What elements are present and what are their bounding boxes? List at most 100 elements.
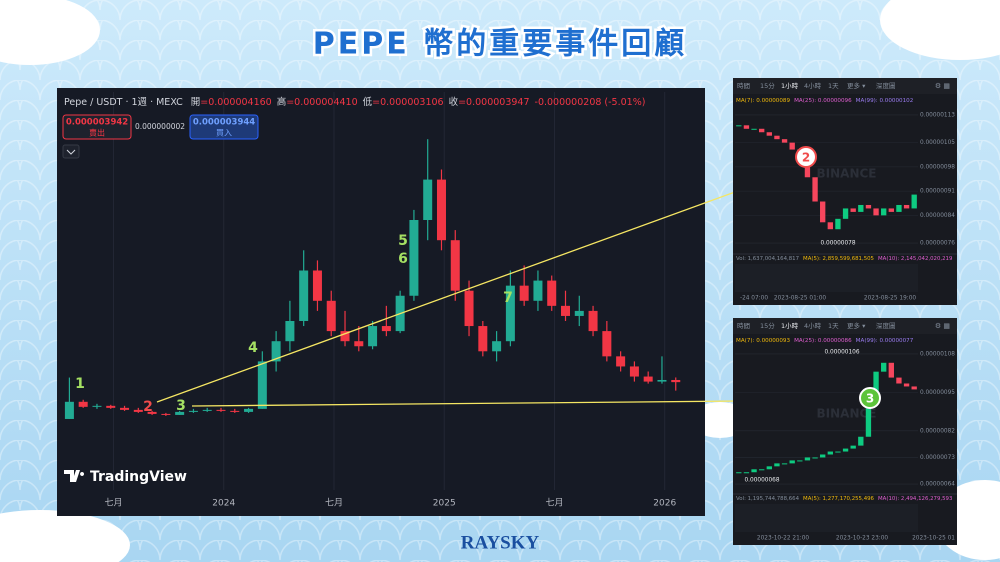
candle-body <box>368 326 378 347</box>
inset-toolbar <box>733 318 957 334</box>
candle-body <box>896 204 902 212</box>
ma-value: MA(25): 0.00000086 <box>794 338 852 344</box>
event-label: 1 <box>75 376 85 392</box>
candle-body <box>492 341 502 352</box>
collapse-icon <box>66 149 76 155</box>
ohlc-label: 低 <box>363 96 373 108</box>
candle-body <box>106 405 116 408</box>
event-label: 7 <box>503 290 513 306</box>
price-label: 0.00000084 <box>920 213 955 219</box>
candle-body <box>759 128 765 133</box>
candle-body <box>326 300 336 332</box>
candle-body <box>835 218 841 230</box>
candle-body <box>478 326 488 352</box>
event-arrow <box>156 171 791 403</box>
candle-body <box>602 331 612 357</box>
toolbar-item: 時間 <box>737 82 750 90</box>
candle-body <box>736 472 742 474</box>
candle-body <box>850 445 856 449</box>
candle-body <box>257 361 267 409</box>
candle-body <box>774 135 780 140</box>
candle-body <box>774 463 780 467</box>
candle-body <box>804 457 811 461</box>
price-marker: 0.00000068 <box>744 478 779 484</box>
time-label: 2023-10-22 21:00 <box>757 536 810 542</box>
toolbar-item: 深度圖 <box>876 81 896 90</box>
candle-body <box>588 310 598 332</box>
candle-body <box>216 409 226 411</box>
toolbar-item: 4小時 <box>804 321 822 330</box>
candle-body <box>409 220 419 296</box>
candle-body <box>381 326 391 332</box>
candle-body <box>743 125 750 129</box>
candle-body <box>827 222 833 230</box>
candle-body <box>299 270 309 321</box>
toolbar-item: 更多 ▾ <box>847 321 866 330</box>
candle-body <box>657 379 667 382</box>
ohlc-label: 開 <box>191 97 201 108</box>
candle-body <box>797 460 803 462</box>
candle-body <box>519 285 529 301</box>
candle-body <box>505 285 515 342</box>
x-tick-label: 七月 <box>104 498 122 509</box>
ma-value: MA(7): 0.00000093 <box>736 338 790 344</box>
toolbar-item: 1小時 <box>781 81 799 90</box>
x-tick-label: 七月 <box>545 498 563 509</box>
candle-body <box>888 208 894 212</box>
event-label: 5 <box>398 233 408 249</box>
toolbar-item: 1小時 <box>781 321 799 330</box>
candle-body <box>285 321 295 342</box>
candle-body <box>873 208 879 216</box>
time-label: 2023-10-23 23:00 <box>836 536 889 542</box>
ohlc-label: 收 <box>449 96 459 108</box>
x-tick-label: 七月 <box>325 498 343 509</box>
price-label: 0.00000064 <box>920 482 955 488</box>
price-marker: 0.00000106 <box>824 350 859 356</box>
event-label: 2 <box>143 399 153 415</box>
time-label: 2023-08-25 01:00 <box>774 296 827 302</box>
candle-body <box>781 139 788 143</box>
candle-body <box>340 331 350 342</box>
buy-label: 買入 <box>216 129 232 138</box>
volume-ma: MA(5): 1,277,170,255,496 <box>803 496 875 502</box>
candle-body <box>903 204 910 209</box>
price-marker: 0.00000078 <box>820 241 855 247</box>
candle-body <box>781 463 788 465</box>
candle-body <box>161 413 171 415</box>
candle-body <box>533 280 543 301</box>
ma-value: MA(99): 0.00000102 <box>856 98 914 104</box>
candle-body <box>751 469 757 473</box>
candle-body <box>820 201 826 223</box>
volume-ma: MA(5): 2,859,599,681,505 <box>803 256 874 262</box>
candle-body <box>561 305 571 316</box>
event-badge-label: 3 <box>866 392 874 406</box>
watermark: BINANCE <box>817 167 877 181</box>
price-label: 0.00000113 <box>920 112 955 118</box>
candle-body <box>175 411 185 415</box>
candle-body <box>858 436 864 446</box>
ohlc-value: =0.000003947 <box>458 97 529 108</box>
candle-body <box>464 290 474 327</box>
candle-body <box>133 409 143 412</box>
event-label: 6 <box>398 251 408 267</box>
candle-body <box>804 159 811 178</box>
candle-body <box>629 366 639 377</box>
candle-body <box>312 270 322 301</box>
event-badge-label: 2 <box>802 151 810 165</box>
candle-body <box>789 142 795 150</box>
ohlc-value: =0.000003106 <box>372 97 443 108</box>
volume-ma: MA(10): 2,494,126,279,593 <box>878 496 952 502</box>
symbol-header: Pepe / USDT · 1週 · MEXC 開=0.000004160 高=0.… <box>64 96 645 108</box>
candle-body <box>271 341 281 362</box>
candle-body <box>789 460 795 464</box>
x-tick-label: 2026 <box>653 499 676 509</box>
ma-value: MA(7): 0.00000089 <box>736 98 790 104</box>
candle-body <box>835 451 841 453</box>
price-label: 0.00000073 <box>920 455 955 461</box>
inset-toolbar <box>733 78 957 94</box>
watermark: BINANCE <box>817 407 877 421</box>
candle-body <box>881 362 887 372</box>
ohlc-value: =0.000004410 <box>286 97 357 108</box>
candle-body <box>903 383 910 387</box>
event-label: 3 <box>176 398 186 414</box>
